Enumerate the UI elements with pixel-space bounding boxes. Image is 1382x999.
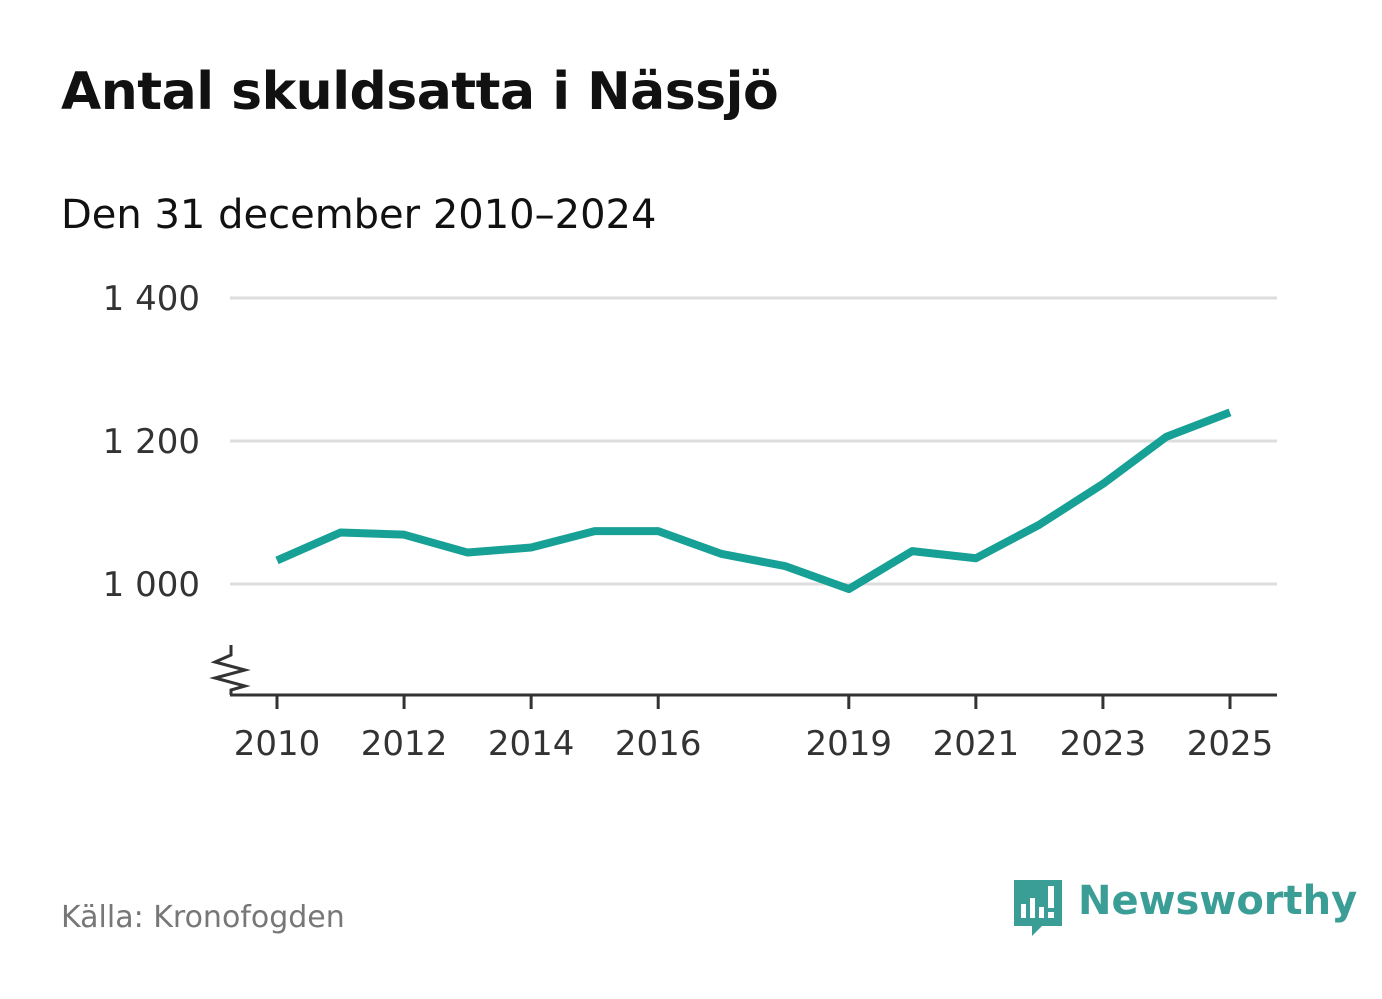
brand-logo: Newsworthy: [1012, 876, 1357, 940]
x-tick-label: 2014: [488, 724, 575, 764]
x-tick-label: 2016: [615, 724, 702, 764]
x-axis: [209, 645, 1277, 697]
newsworthy-logo-icon: [1014, 880, 1062, 936]
chart-subtitle: Den 31 december 2010–2024: [61, 192, 657, 238]
y-axis-ticks: 1 000 1 200 1 400: [103, 279, 200, 605]
x-tick-label: 2019: [806, 724, 893, 764]
source-note: Källa: Kronofogden: [61, 900, 345, 935]
axis-break-icon: [209, 645, 251, 695]
series-line: [275, 408, 1232, 594]
grid-lines: [230, 296, 1277, 586]
x-axis-ticks: 2010 2012 2014 2016 2019 2021 2023 2025: [234, 695, 1274, 764]
x-tick-label: 2010: [234, 724, 321, 764]
y-tick-label: 1 000: [103, 565, 200, 605]
series-layer: [275, 408, 1232, 594]
brand-name: Newsworthy: [1078, 878, 1358, 924]
x-tick-label: 2012: [361, 724, 448, 764]
y-tick-label: 1 400: [103, 279, 200, 319]
x-tick-label: 2021: [933, 724, 1020, 764]
y-tick-label: 1 200: [103, 422, 200, 462]
chart-title: Antal skuldsatta i Nässjö: [61, 62, 779, 122]
x-tick-label: 2025: [1187, 724, 1274, 764]
x-tick-label: 2023: [1060, 724, 1147, 764]
